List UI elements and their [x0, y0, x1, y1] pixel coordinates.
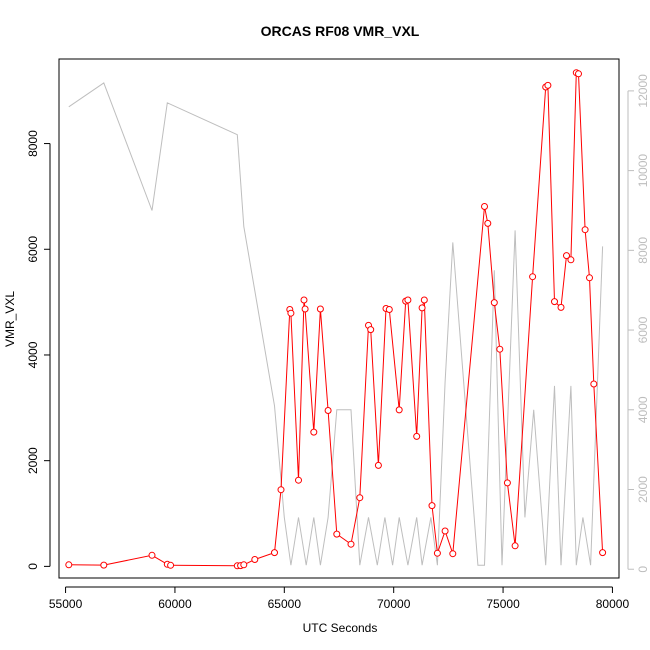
data-point — [503, 479, 511, 487]
data-point — [544, 81, 552, 89]
data-point — [287, 309, 295, 317]
data-point — [581, 226, 589, 234]
data-point — [418, 304, 426, 312]
y2-tick-label: 6000 — [636, 316, 650, 343]
x-axis: 55000 60000 65000 70000 75000 80000 — [49, 586, 630, 611]
data-point — [441, 527, 449, 535]
data-point — [301, 305, 309, 313]
y2-tick-label: 12000 — [636, 74, 650, 108]
data-point — [484, 219, 492, 227]
x-tick-label: 65000 — [268, 597, 302, 611]
data-point — [511, 542, 519, 550]
data-point — [347, 540, 355, 548]
plot-frame — [58, 58, 620, 579]
data-point — [65, 561, 73, 569]
data-point — [324, 407, 332, 414]
data-point — [277, 486, 285, 494]
y-tick-label: 8000 — [26, 130, 40, 157]
data-point — [367, 326, 375, 334]
y-tick-label: 6000 — [26, 236, 40, 263]
y-axis-label: VMR_VXL — [3, 291, 17, 347]
x-tick-label: 60000 — [158, 597, 192, 611]
data-point — [563, 252, 570, 260]
data-point — [567, 256, 575, 264]
data-point — [356, 494, 364, 502]
data-point — [529, 273, 537, 281]
data-point — [428, 502, 436, 510]
secondary-y-axis: 0 2000 4000 6000 8000 10000 12000 — [627, 74, 650, 573]
data-point — [167, 561, 175, 569]
data-point — [310, 428, 318, 436]
data-point — [575, 70, 582, 78]
data-point — [251, 556, 259, 563]
data-point — [481, 203, 488, 210]
data-point — [395, 406, 403, 414]
x-axis-label: UTC Seconds — [303, 621, 378, 635]
data-point — [333, 530, 341, 538]
x-tick-label: 75000 — [486, 597, 520, 611]
y2-tick-label: 4000 — [636, 396, 650, 423]
y2-tick-label: 8000 — [636, 237, 650, 264]
data-point — [599, 549, 607, 557]
series-layer — [65, 69, 607, 570]
y-tick-label: 2000 — [26, 447, 40, 474]
y2-tick-label: 10000 — [636, 154, 650, 188]
data-point — [148, 551, 156, 559]
data-point — [385, 306, 393, 313]
data-point — [240, 561, 248, 569]
data-point — [496, 345, 504, 353]
secondary-series-line — [68, 82, 604, 566]
data-point — [586, 274, 593, 282]
x-tick-label: 80000 — [596, 597, 630, 611]
data-point — [420, 296, 428, 304]
data-point — [316, 305, 324, 313]
data-point — [413, 432, 421, 440]
chart-title: ORCAS RF08 VMR_VXL — [261, 23, 420, 39]
x-tick-label: 55000 — [49, 597, 83, 611]
y2-tick-label: 2000 — [636, 476, 650, 503]
data-point — [404, 296, 412, 304]
data-point — [433, 549, 441, 557]
data-point — [590, 380, 598, 388]
data-point — [300, 296, 308, 304]
y2-tick-label: 0 — [636, 566, 650, 573]
data-point — [490, 299, 498, 307]
y-tick-label: 4000 — [26, 341, 40, 368]
y-axis: 0 2000 4000 6000 8000 — [26, 130, 51, 570]
data-point — [557, 303, 565, 311]
data-point — [271, 549, 278, 557]
data-point — [551, 298, 558, 306]
primary-series-line — [68, 71, 604, 567]
data-point — [374, 461, 382, 469]
data-point — [449, 550, 457, 558]
data-point — [100, 561, 108, 569]
data-point — [295, 476, 302, 484]
x-tick-label: 70000 — [377, 597, 411, 611]
y-tick-label: 0 — [26, 563, 40, 570]
